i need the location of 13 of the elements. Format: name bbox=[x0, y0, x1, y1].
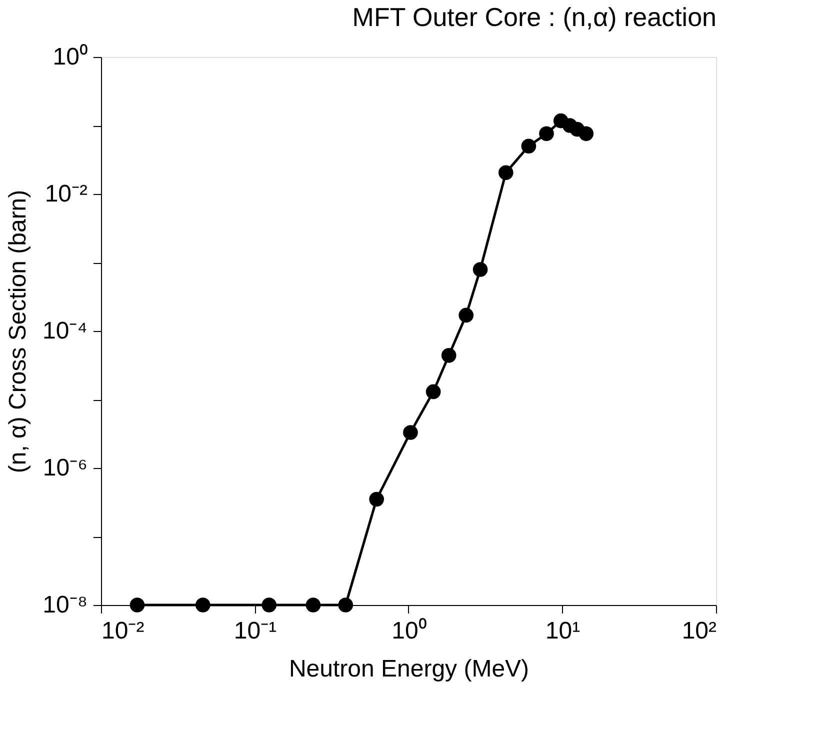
x-tick-label: 10⁻¹ bbox=[234, 618, 277, 644]
y-tick-label: 10⁻² bbox=[44, 180, 88, 208]
y-tick-label: 10⁰ bbox=[52, 44, 88, 70]
y-axis-title: (n, α) Cross Section (barn) bbox=[4, 190, 32, 474]
y-tick-label: 10⁻⁶ bbox=[42, 454, 88, 482]
x-tick-label: 10² bbox=[682, 618, 717, 644]
chart-title: MFT Outer Core : (n,α) reaction bbox=[352, 2, 716, 32]
x-axis-title: Neutron Energy (MeV) bbox=[288, 656, 530, 682]
x-tick-label: 10⁰ bbox=[392, 618, 426, 644]
y-tick-label: 10⁻⁴ bbox=[42, 318, 88, 344]
x-tick-label: 10¹ bbox=[545, 618, 580, 644]
x-tick-label: 10⁻² bbox=[102, 618, 144, 644]
y-tick-label: 10⁻⁸ bbox=[42, 592, 88, 618]
